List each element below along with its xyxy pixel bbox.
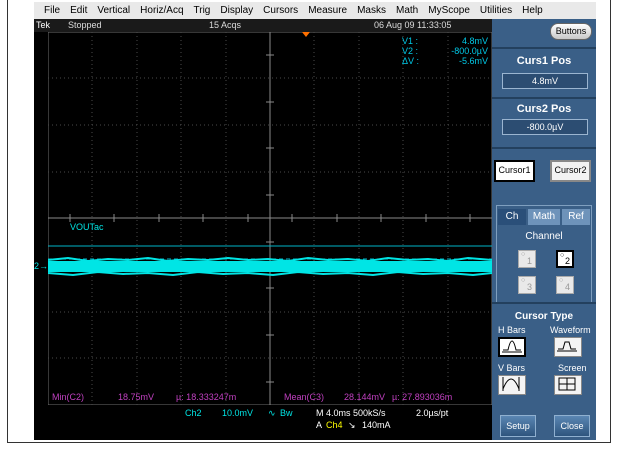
screen-icon xyxy=(558,377,576,391)
channel-1-button[interactable]: ○ 1 xyxy=(518,250,536,268)
waveform-noise-bottom xyxy=(48,270,492,277)
channel-4-icon: ○ xyxy=(559,277,564,284)
separator xyxy=(492,147,596,149)
meas-mu1: µ: 18.333247m xyxy=(176,392,236,402)
trigger-channel[interactable]: Ch4 xyxy=(326,420,343,430)
channel-2-marker[interactable]: 2→ xyxy=(34,261,48,272)
bandwidth-label: Bw xyxy=(280,408,293,418)
axis-ticks xyxy=(69,54,471,383)
menu-display[interactable]: Display xyxy=(220,5,254,16)
buttons-button[interactable]: Buttons xyxy=(550,23,592,40)
acquisition-count: 15 Acqs xyxy=(209,20,242,30)
channel-2-button[interactable]: ○ 2 xyxy=(556,250,574,268)
cursor-type-title: Cursor Type xyxy=(514,311,574,322)
waveform-trace xyxy=(48,261,492,272)
channel-3-label: 3 xyxy=(527,282,533,292)
waveform-noise xyxy=(48,256,492,263)
meas-mean-label: Mean(C3) xyxy=(284,392,324,402)
screen-label: Screen xyxy=(558,363,587,373)
menu-vertical[interactable]: Vertical xyxy=(97,5,131,16)
menu-horiz-acq[interactable]: Horiz/Acq xyxy=(140,5,184,16)
timebase-readout[interactable]: M 4.0ms 500kS/s xyxy=(316,408,386,418)
oscilloscope-display: Tek Stopped 15 Acqs 06 Aug 09 11:33:05 xyxy=(34,19,492,440)
trigger-prefix: A xyxy=(316,420,323,430)
sample-interval: 2.0µs/pt xyxy=(416,408,449,418)
channel-marker-label: 2 xyxy=(34,261,40,271)
vbars-label: V Bars xyxy=(498,363,526,373)
readout-v1-value: 4.8mV xyxy=(462,36,488,46)
waveform-label: Waveform xyxy=(550,325,591,335)
menu-help[interactable]: Help xyxy=(522,5,543,16)
scale-readout-bar: Ch2 10.0mV ∿ Bw M 4.0ms 500kS/s 2.0µs/pt… xyxy=(34,405,492,440)
measurement-row: Min(C2) 18.75mV µ: 18.333247m Mean(C3) 2… xyxy=(52,392,452,402)
menu-utilities[interactable]: Utilities xyxy=(479,5,513,16)
readout-v2-value: -800.0µV xyxy=(451,46,488,56)
channel-2-label: 2 xyxy=(565,256,571,266)
menu-cursors[interactable]: Cursors xyxy=(263,5,299,16)
tab-math[interactable]: Math xyxy=(528,209,560,225)
meas-min-label: Min(C2) xyxy=(52,392,84,402)
channel-2-icon: ○ xyxy=(560,252,565,259)
cursor1-button[interactable]: Cursor1 xyxy=(494,160,535,182)
graticule[interactable]: VOUTac V1 : 4.8mV V2 : -800.0µV ΔV : -5.… xyxy=(48,32,492,405)
meas-mu2: µ: 27.893036m xyxy=(392,392,452,402)
channel-title: Channel xyxy=(525,231,563,242)
menu-trig[interactable]: Trig xyxy=(193,5,211,16)
separator xyxy=(492,97,596,99)
separator xyxy=(492,47,596,49)
readout-v2-label: V2 : xyxy=(402,46,418,56)
trigger-marker xyxy=(302,32,310,37)
ch2-scale[interactable]: 10.0mV xyxy=(222,408,254,418)
setup-button[interactable]: Setup xyxy=(500,415,536,437)
vbars-icon xyxy=(502,377,520,391)
brand-label: Tek xyxy=(36,20,51,30)
cursor2-pos-value[interactable]: -800.0µV xyxy=(502,119,588,135)
channel-3-icon: ○ xyxy=(521,277,526,284)
cursor2-pos-title: Curs2 Pos xyxy=(516,103,572,115)
cursor1-pos-value[interactable]: 4.8mV xyxy=(502,73,588,89)
tab-ch[interactable]: Ch xyxy=(498,209,526,225)
cursor2-button[interactable]: Cursor2 xyxy=(550,160,591,182)
channel-1-icon: ○ xyxy=(521,251,526,258)
bandwidth-icon: ∿ xyxy=(268,408,276,418)
channel-marker-arrow: → xyxy=(39,261,49,271)
ch2-label[interactable]: Ch2 xyxy=(185,408,202,418)
hbars-icon xyxy=(502,340,522,353)
close-button[interactable]: Close xyxy=(554,415,590,437)
control-panel: Buttons Curs1 Pos 4.8mV Curs2 Pos -800.0… xyxy=(492,19,596,440)
waveform-button[interactable] xyxy=(554,337,582,357)
status-bar: Tek Stopped 15 Acqs 06 Aug 09 11:33:05 xyxy=(34,19,492,32)
meas-mean-value: 28.144mV xyxy=(344,392,385,402)
meas-min-value: 18.75mV xyxy=(118,392,154,402)
menu-myscope[interactable]: MyScope xyxy=(428,5,470,16)
hbars-label: H Bars xyxy=(498,325,526,335)
readout-v1-label: V1 : xyxy=(402,36,418,46)
readout-dv-value: -5.6mV xyxy=(459,56,488,66)
center-axes xyxy=(48,32,492,405)
channel-3-button[interactable]: ○ 3 xyxy=(518,276,536,294)
separator xyxy=(492,302,596,304)
date-time: 06 Aug 09 11:33:05 xyxy=(374,20,452,30)
trigger-slope-icon: ↘ xyxy=(348,420,356,430)
menu-bar: File Edit Vertical Horiz/Acq Trig Displa… xyxy=(34,2,596,19)
waveform-icon xyxy=(557,341,577,352)
screen-button[interactable] xyxy=(554,375,582,395)
menu-math[interactable]: Math xyxy=(396,5,419,16)
cursor1-pos-title: Curs1 Pos xyxy=(516,55,572,67)
menu-edit[interactable]: Edit xyxy=(70,5,88,16)
vbars-button[interactable] xyxy=(498,375,526,395)
readout-dv-label: ΔV : xyxy=(402,56,419,66)
trigger-level[interactable]: 140mA xyxy=(362,420,391,430)
hbars-button[interactable] xyxy=(498,337,526,357)
channel-4-label: 4 xyxy=(565,282,571,292)
tab-ref[interactable]: Ref xyxy=(562,209,590,225)
menu-file[interactable]: File xyxy=(44,5,61,16)
channel-4-button[interactable]: ○ 4 xyxy=(556,276,574,294)
menu-masks[interactable]: Masks xyxy=(357,5,386,16)
channel-1-label: 1 xyxy=(527,256,533,266)
acquisition-state: Stopped xyxy=(68,20,102,30)
waveform-label: VOUTac xyxy=(70,222,104,232)
menu-measure[interactable]: Measure xyxy=(308,5,348,16)
